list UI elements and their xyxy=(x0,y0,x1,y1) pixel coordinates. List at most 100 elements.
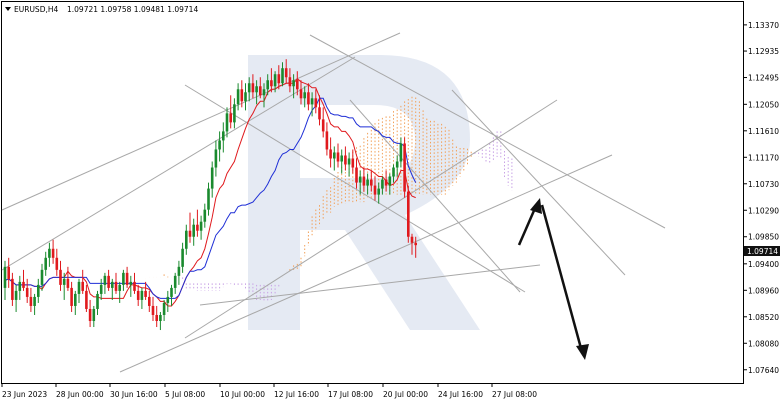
candle-body xyxy=(310,98,314,105)
menu-triangle-icon[interactable] xyxy=(5,7,11,11)
candle-body xyxy=(247,83,251,93)
candle-body xyxy=(351,158,355,168)
candle-body xyxy=(159,314,162,322)
candle-body xyxy=(70,287,73,306)
candle-body xyxy=(373,185,377,195)
candle-body xyxy=(395,161,399,168)
trend-line[interactable] xyxy=(1,56,356,271)
time-axis: 23 Jun 2023 28 Jun 00:00 30 Jun 16:00 5 Jul… xyxy=(1,383,537,399)
symbol-label: EURUSD,H4 xyxy=(14,5,58,14)
candle-body xyxy=(114,281,118,291)
trend-line[interactable] xyxy=(184,99,558,339)
candle-body xyxy=(407,191,410,237)
trend-line[interactable] xyxy=(119,154,613,373)
candle-body xyxy=(255,86,258,93)
candle-body xyxy=(207,188,210,210)
trend-line[interactable] xyxy=(349,99,521,293)
candle-body xyxy=(181,248,184,267)
candle-body xyxy=(99,284,103,294)
candle-body xyxy=(59,269,62,285)
candle-body xyxy=(399,143,403,162)
y-tick-label: 1.07640 xyxy=(748,366,779,375)
candle-body xyxy=(151,305,155,315)
candle-body xyxy=(103,275,107,285)
y-tick-label: 1.12050 xyxy=(748,100,779,109)
y-tick-label: 1.11610 xyxy=(748,127,779,136)
candle-body xyxy=(133,281,136,291)
candle-body xyxy=(136,290,140,300)
candle-body xyxy=(111,281,114,288)
trend-line[interactable] xyxy=(1,32,401,211)
candle-body xyxy=(222,131,225,141)
trend-line[interactable] xyxy=(451,89,626,276)
candle-body xyxy=(37,284,40,297)
candle-body xyxy=(307,92,310,105)
trend-line[interactable] xyxy=(309,34,666,229)
candle-body xyxy=(118,284,121,291)
candle-body xyxy=(155,314,158,322)
candle-body xyxy=(355,167,358,183)
y-tick-label: 1.10730 xyxy=(748,180,779,189)
x-tick-label: 30 Jun 16:00 xyxy=(110,390,158,399)
candle-body xyxy=(414,242,417,246)
candle-body xyxy=(3,266,7,288)
candle-body xyxy=(314,98,318,108)
candle-body xyxy=(370,179,373,186)
tenkan-line xyxy=(4,77,416,307)
forecast-arrows[interactable] xyxy=(517,198,589,360)
forecast-arrow-up[interactable] xyxy=(517,205,538,246)
candle-body xyxy=(388,176,392,186)
candle-body xyxy=(273,74,277,87)
candle-body xyxy=(251,83,255,93)
candle-body xyxy=(218,140,221,150)
candle-body xyxy=(25,287,29,297)
candle-body xyxy=(44,257,47,270)
candle-body xyxy=(166,296,170,303)
candle-body xyxy=(18,281,22,291)
y-tick-label: 1.12935 xyxy=(748,47,779,56)
candle-body xyxy=(340,155,343,162)
plot-frame xyxy=(1,1,744,384)
x-tick-label: 10 Jul 00:00 xyxy=(220,390,265,399)
trend-line[interactable] xyxy=(199,264,541,306)
candle-body xyxy=(344,155,347,165)
candle-body xyxy=(62,278,66,285)
candle-body xyxy=(329,149,332,159)
candle-body xyxy=(262,89,266,96)
candle-body xyxy=(96,293,99,309)
candle-body xyxy=(122,272,125,285)
candle-body xyxy=(381,179,384,189)
candle-body xyxy=(125,272,129,285)
chart-header: EURUSD,H4 1.09721 1.09758 1.09481 1.0971… xyxy=(5,5,198,14)
trend-lines[interactable] xyxy=(1,32,666,373)
candle-body xyxy=(74,293,77,306)
candle-body xyxy=(144,290,147,297)
candle-body xyxy=(336,152,340,162)
candle-body xyxy=(81,281,84,291)
candle-body xyxy=(48,248,51,258)
candle-body xyxy=(77,281,81,294)
candle-body xyxy=(192,224,195,237)
candle-body xyxy=(33,296,36,306)
y-tick-label: 1.10290 xyxy=(748,206,779,215)
forecast-arrow-up-head xyxy=(530,198,542,214)
ichimoku-lines xyxy=(4,77,417,307)
price-tag-value: 1.09714 xyxy=(747,247,778,256)
candle-body xyxy=(333,152,336,159)
candle-body xyxy=(92,308,96,322)
candle-body xyxy=(199,221,203,231)
forecast-arrow-down[interactable] xyxy=(540,204,584,353)
candle-body xyxy=(244,92,247,102)
candle-body xyxy=(325,131,329,150)
candle-body xyxy=(358,176,362,183)
candle-body xyxy=(203,209,207,222)
trend-line[interactable] xyxy=(184,84,526,293)
candle-body xyxy=(362,176,366,186)
current-price-tag: 1.09714 xyxy=(744,246,780,256)
candle-body xyxy=(88,308,92,322)
candle-body xyxy=(410,236,414,243)
candle-body xyxy=(29,296,33,306)
candle-body xyxy=(384,179,388,186)
